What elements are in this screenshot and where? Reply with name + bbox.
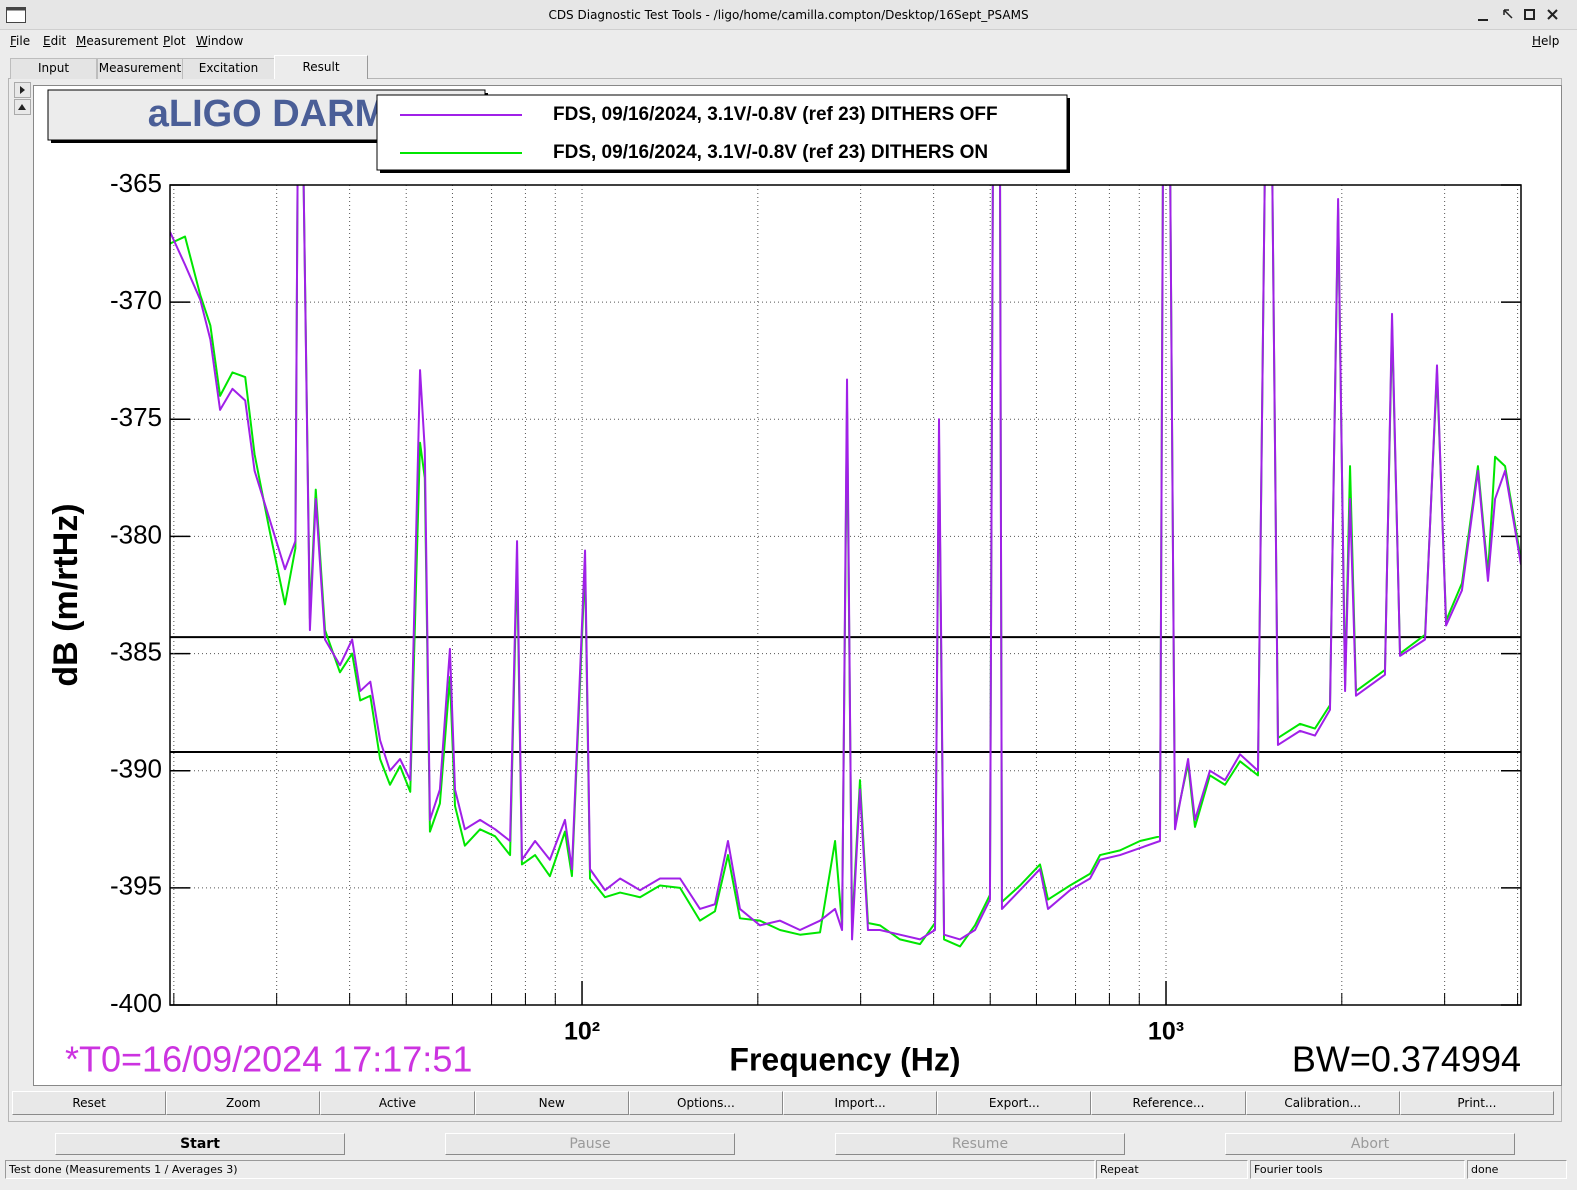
tab[interactable]: Input [10,58,97,79]
window-icon [6,7,26,23]
y-tick-label: -365 [110,168,162,198]
plot-button[interactable]: Active [320,1091,475,1115]
plot-button[interactable]: Import... [783,1091,938,1115]
data-line [170,185,1521,941]
y-tick-label: -370 [110,285,162,315]
legend-box [376,94,1068,171]
run-button: Pause [445,1133,735,1155]
plot-button[interactable]: Options... [628,1091,783,1115]
plot-frame [169,184,1522,1006]
y-tick-label: -380 [110,519,162,549]
menu-item[interactable]: Window [196,34,244,48]
legend-label: FDS, 09/16/2024, 3.1V/-0.8V (ref 23) DIT… [553,142,988,163]
x-tick-label: 10² [564,1018,600,1046]
x-tick-label: 10³ [1148,1018,1184,1046]
menu-bar: Help File Edit Measurement Plot Window [0,31,1577,53]
plot-button[interactable]: Zoom [166,1091,321,1115]
tab[interactable]: Measurement [97,58,183,79]
legend-label: FDS, 09/16/2024, 3.1V/-0.8V (ref 23) DIT… [553,104,998,125]
menu-item[interactable]: Help [1532,34,1560,48]
plot-button[interactable]: Export... [937,1091,1092,1115]
tab[interactable]: Result [274,55,368,79]
y-axis-label: dB (m/rtHz) [47,503,85,686]
annotation: BW=0.374994 [1292,1039,1521,1080]
plot-button[interactable]: New [474,1091,629,1115]
plot-button[interactable]: Calibration... [1245,1091,1400,1115]
run-button: Abort [1225,1133,1515,1155]
menu-item[interactable]: File [10,34,31,48]
x-axis-label: Frequency (Hz) [729,1041,960,1077]
status-field: Test done (Measurements 1 / Averages 3) [5,1160,1095,1179]
plot-button[interactable]: Reset [12,1091,167,1115]
run-button[interactable]: Start [55,1133,345,1155]
status-field: done [1467,1160,1567,1179]
y-tick-label: -390 [110,754,162,784]
menu-item[interactable]: Measurement [76,34,159,48]
y-tick-label: -395 [110,871,162,901]
scroll-arrows[interactable] [14,82,32,116]
tab[interactable]: Excitation [182,58,275,79]
window-title: CDS Diagnostic Test Tools - /ligo/home/c… [548,8,1029,22]
status-field: Repeat [1096,1160,1248,1179]
run-button: Resume [835,1133,1125,1155]
annotation: *T0=16/09/2024 17:17:51 [65,1039,472,1080]
status-field: Fourier tools [1250,1160,1465,1179]
title-bar: CDS Diagnostic Test Tools - /ligo/home/c… [0,0,1577,30]
window-controls[interactable] [1476,8,1571,22]
y-tick-label: -375 [110,402,162,432]
menu-item[interactable]: Edit [43,34,67,48]
series-group [170,185,1521,948]
menu-item[interactable]: Plot [163,34,186,48]
plot-button[interactable]: Print... [1399,1091,1554,1115]
y-tick-label: -385 [110,636,162,666]
chart-title: aLIGO DARM [148,93,387,135]
y-tick-label: -400 [110,988,162,1018]
plot-button[interactable]: Reference... [1091,1091,1246,1115]
